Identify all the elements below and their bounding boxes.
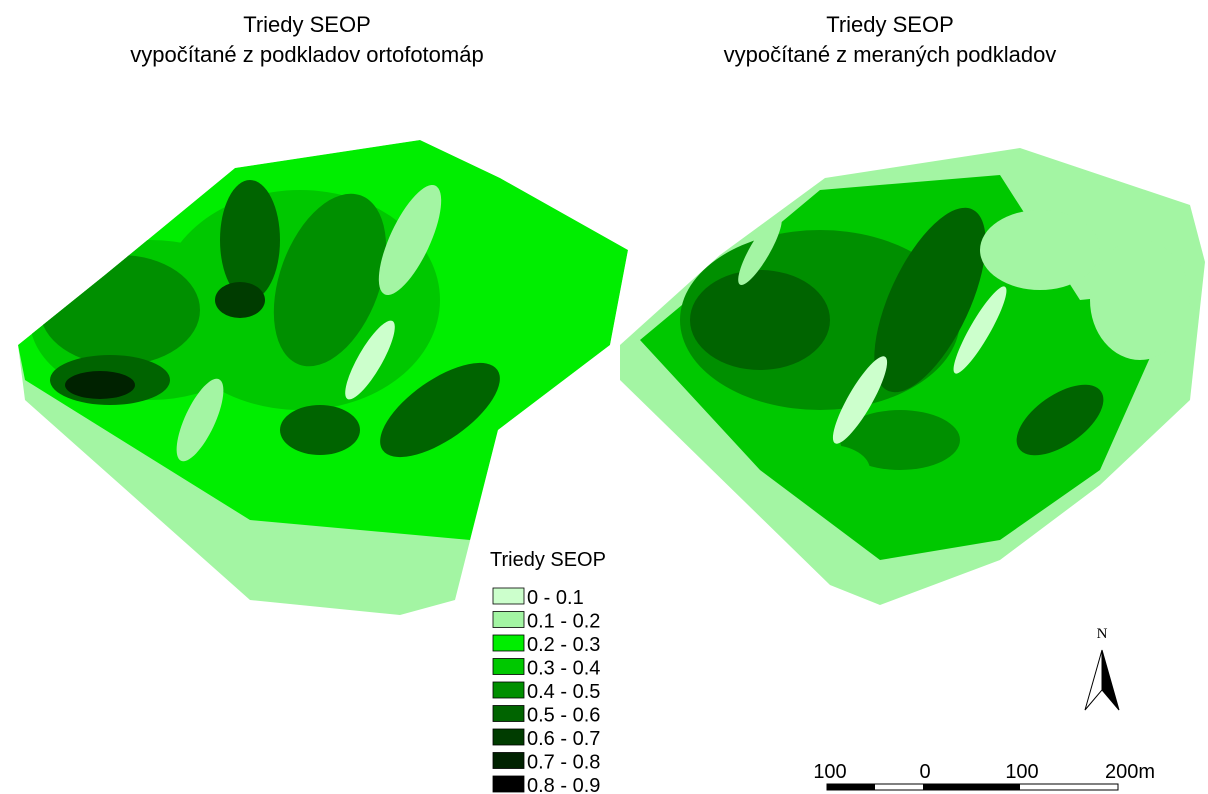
scale-label: 100 — [813, 761, 846, 783]
map-page: Triedy SEOP vypočítané z podkladov ortof… — [0, 0, 1208, 794]
legend-label: 0.7 - 0.8 — [527, 752, 600, 774]
legend-swatch — [493, 729, 524, 745]
legend-swatch — [493, 706, 524, 722]
map-subtitle: vypočítané z meraných podkladov — [724, 42, 1057, 67]
legend-label: 0.5 - 0.6 — [527, 705, 600, 727]
legend-swatch — [493, 635, 524, 651]
scale-label: 200m — [1105, 761, 1155, 783]
map-title: Triedy SEOP — [826, 12, 954, 37]
legend-label: 0 - 0.1 — [527, 587, 584, 609]
legend-label: 0.8 - 0.9 — [527, 775, 600, 794]
legend-label: 0.1 - 0.2 — [527, 611, 600, 633]
legend-swatch — [493, 682, 524, 698]
legend-swatch — [493, 753, 524, 769]
north-label: N — [1097, 626, 1108, 642]
scale-label: 100 — [1005, 761, 1038, 783]
legend-label: 0.2 - 0.3 — [527, 634, 600, 656]
legend-label: 0.3 - 0.4 — [527, 658, 600, 680]
map-right — [600, 140, 1208, 620]
map-title: Triedy SEOP — [243, 12, 371, 37]
legend-swatch — [493, 776, 524, 792]
map-subtitle: vypočítané z podkladov ortofotomáp — [130, 42, 483, 67]
legend-title: Triedy SEOP — [490, 549, 606, 571]
legend-swatch — [493, 588, 524, 604]
scale-label: 0 — [919, 761, 930, 783]
legend-swatch — [493, 659, 524, 675]
legend-swatch — [493, 612, 524, 628]
north-arrow: N — [1085, 626, 1119, 710]
legend-label: 0.4 - 0.5 — [527, 681, 600, 703]
legend: Triedy SEOP 0 - 0.10.1 - 0.20.2 - 0.30.3… — [490, 549, 606, 794]
scale-bar: 100 0 100 200m — [813, 761, 1155, 790]
legend-label: 0.6 - 0.7 — [527, 728, 600, 750]
